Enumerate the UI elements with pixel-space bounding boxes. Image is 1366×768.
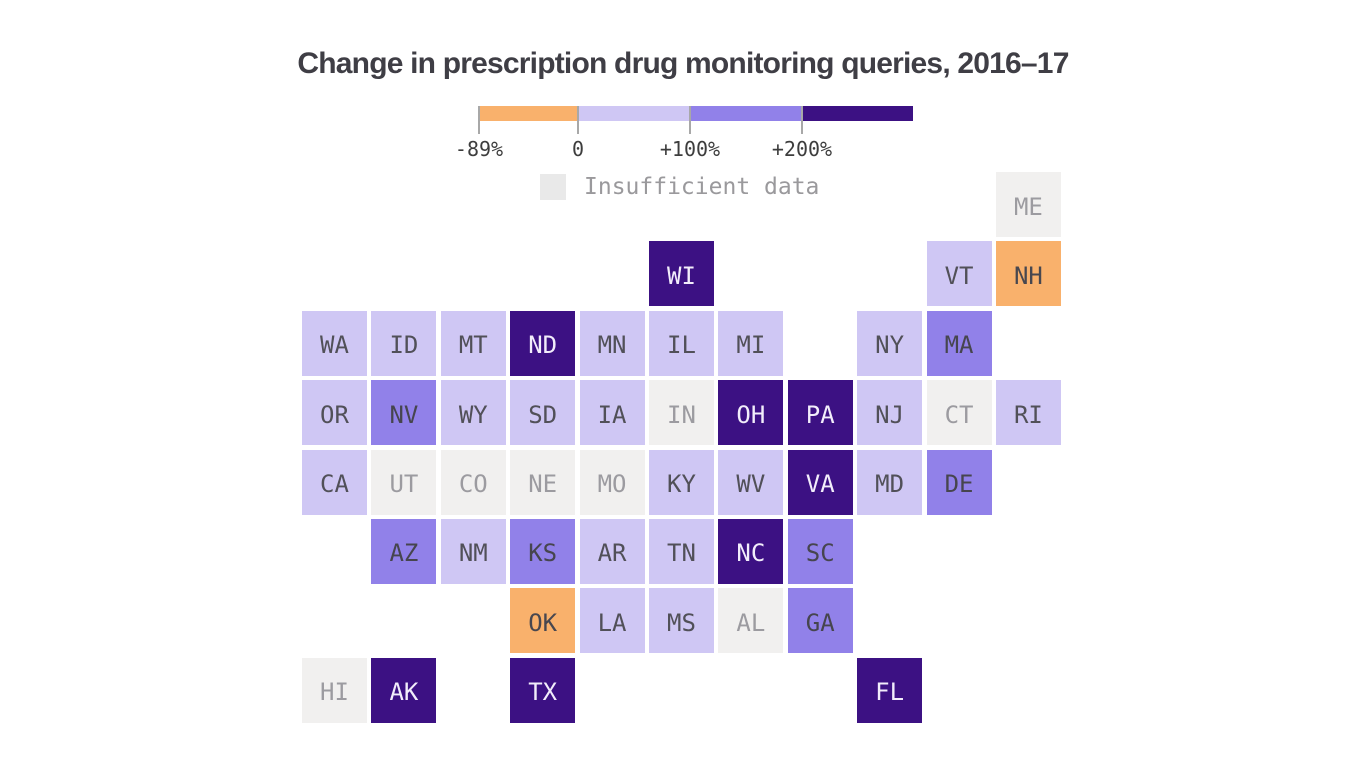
state-tile-nc: NC [718, 518, 784, 584]
state-tile-ga: GA [787, 588, 853, 654]
legend-segment-mid [689, 106, 801, 121]
state-tile-mt: MT [440, 310, 506, 376]
state-tile-vt: VT [926, 241, 992, 307]
state-tile-ma: MA [926, 310, 992, 376]
state-tile-fl: FL [857, 657, 923, 723]
state-tile-wy: WY [440, 380, 506, 446]
state-tile-ok: OK [510, 588, 576, 654]
legend-tick-line-0 [478, 106, 480, 134]
state-tile-sd: SD [510, 380, 576, 446]
state-tile-me: ME [995, 172, 1061, 237]
insufficient-data-label: Insufficient data [584, 174, 820, 200]
state-tile-ar: AR [579, 518, 645, 584]
state-tile-ut: UT [371, 449, 437, 515]
state-tile-mo: MO [579, 449, 645, 515]
state-tile-in: IN [648, 380, 714, 446]
state-tile-ca: CA [302, 449, 367, 515]
state-tile-ny: NY [857, 310, 923, 376]
legend-tick-line-3 [801, 106, 803, 134]
state-tile-il: IL [648, 310, 714, 376]
legend-segment-high [801, 106, 913, 121]
state-tile-ne: NE [510, 449, 576, 515]
state-tile-co: CO [440, 449, 506, 515]
state-tile-ks: KS [510, 518, 576, 584]
state-tile-nj: NJ [857, 380, 923, 446]
legend-tick-line-1 [577, 106, 579, 134]
state-tile-mi: MI [718, 310, 784, 376]
legend-tick-line-2 [689, 106, 691, 134]
state-tile-tx: TX [510, 657, 576, 723]
state-tile-wa: WA [302, 310, 367, 376]
chart-title: Change in prescription drug monitoring q… [297, 47, 1069, 80]
state-tile-wi: WI [648, 241, 714, 307]
state-tile-va: VA [787, 449, 853, 515]
legend-tick-label-2: +100% [659, 137, 721, 161]
legend-tick-label-3: +200% [771, 137, 833, 161]
legend-segment-negative [478, 106, 577, 121]
legend-segment-low [577, 106, 689, 121]
state-tile-de: DE [926, 449, 992, 515]
tile-map: ME WI VT NH WA ID MT ND MN IL MI NY MA OR NV WY SD IA IN OH… [302, 172, 1061, 723]
state-tile-oh: OH [718, 380, 784, 446]
state-tile-wv: WV [718, 449, 784, 515]
state-tile-az: AZ [371, 518, 437, 584]
legend-color-bar [478, 106, 913, 121]
state-tile-ak: AK [371, 657, 437, 723]
state-tile-pa: PA [787, 380, 853, 446]
state-tile-ky: KY [648, 449, 714, 515]
state-tile-mn: MN [579, 310, 645, 376]
state-tile-nh: NH [995, 241, 1061, 307]
state-tile-nd: ND [510, 310, 576, 376]
state-tile-ri: RI [995, 380, 1061, 446]
legend-tick-label-0: -89% [454, 137, 504, 161]
state-tile-id: ID [371, 310, 437, 376]
state-tile-la: LA [579, 588, 645, 654]
state-tile-or: OR [302, 380, 367, 446]
state-tile-ct: CT [926, 380, 992, 446]
state-tile-nm: NM [440, 518, 506, 584]
state-tile-sc: SC [787, 518, 853, 584]
insufficient-data-swatch [540, 174, 566, 200]
state-tile-md: MD [857, 449, 923, 515]
legend-tick-label-1: 0 [571, 137, 585, 161]
state-tile-nv: NV [371, 380, 437, 446]
state-tile-tn: TN [648, 518, 714, 584]
state-tile-ms: MS [648, 588, 714, 654]
legend-ticks: -89% 0 +100% +200% [455, 106, 913, 166]
state-tile-al: AL [718, 588, 784, 654]
state-tile-hi: HI [302, 657, 367, 723]
state-tile-ia: IA [579, 380, 645, 446]
